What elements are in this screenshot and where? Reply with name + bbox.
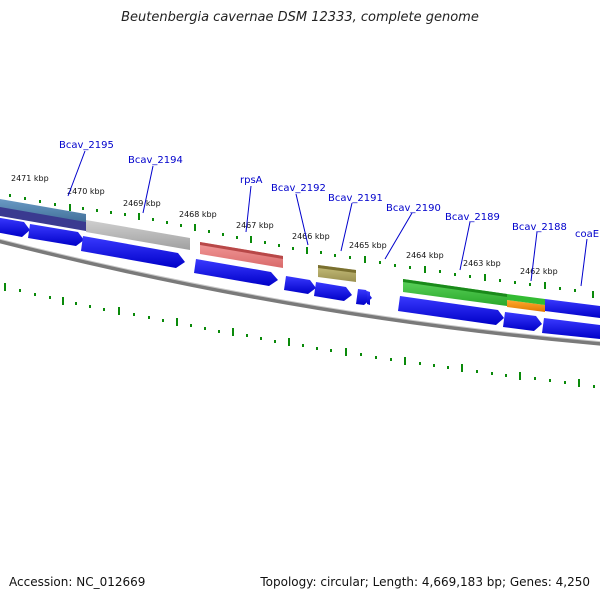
gene-label-bcav-2194: Bcav_2194 xyxy=(128,155,183,166)
genome-backbone xyxy=(0,239,600,346)
kbp-label: 2465 kbp xyxy=(349,241,387,250)
kbp-label: 2466 kbp xyxy=(292,232,330,241)
map-title: Beutenbergia cavernae DSM 12333, complet… xyxy=(121,10,479,25)
gene-label-coae: coaE xyxy=(575,229,599,240)
cds-arrow xyxy=(314,282,352,301)
gene-label-lines xyxy=(67,150,588,287)
feature-bcav-2195-dark xyxy=(0,207,86,231)
gene-labels: Bcav_2195 Bcav_2194 rpsA Bcav_2192 Bcav_… xyxy=(59,140,599,240)
cds-arrow xyxy=(284,276,316,294)
gene-label-bcav-2190: Bcav_2190 xyxy=(386,203,441,214)
feature-bcav-2194 xyxy=(86,220,190,250)
gene-label-bcav-2188: Bcav_2188 xyxy=(512,222,567,233)
feature-coae xyxy=(545,299,600,318)
upper-tick-marks xyxy=(9,194,594,298)
cds-arrow xyxy=(367,291,370,305)
gene-label-rpsa: rpsA xyxy=(240,175,263,186)
kbp-label: 2463 kbp xyxy=(463,259,501,268)
cds-arrow xyxy=(398,296,504,325)
lower-tick-marks xyxy=(4,283,595,388)
kbp-labels: 2471 kbp 2470 kbp 2469 kbp 2468 kbp 2467… xyxy=(11,174,558,276)
gene-label-bcav-2191: Bcav_2191 xyxy=(328,193,383,204)
cds-arrows xyxy=(0,217,600,339)
feature-track xyxy=(0,199,600,318)
kbp-label: 2462 kbp xyxy=(520,267,558,276)
feature-bcav-2188-top xyxy=(507,294,545,305)
kbp-label: 2469 kbp xyxy=(123,199,161,208)
kbp-label: 2464 kbp xyxy=(406,251,444,260)
cds-arrow xyxy=(0,217,30,237)
kbp-label: 2470 kbp xyxy=(67,187,105,196)
gene-label-bcav-2189: Bcav_2189 xyxy=(445,212,500,223)
kbp-label: 2468 kbp xyxy=(179,210,217,219)
cds-arrow xyxy=(81,236,185,268)
feature-bcav-2188 xyxy=(507,300,545,312)
accession-text: Accession: NC_012669 xyxy=(9,575,146,589)
genome-summary-text: Topology: circular; Length: 4,669,183 bp… xyxy=(260,575,590,589)
cds-arrow xyxy=(542,318,600,339)
cds-arrow xyxy=(28,224,84,246)
gene-label-bcav-2195: Bcav_2195 xyxy=(59,140,114,151)
kbp-label: 2471 kbp xyxy=(11,174,49,183)
cds-arrow xyxy=(503,312,542,331)
kbp-label: 2467 kbp xyxy=(236,221,274,230)
cds-arrow xyxy=(194,259,278,286)
gene-label-bcav-2192: Bcav_2192 xyxy=(271,183,326,194)
